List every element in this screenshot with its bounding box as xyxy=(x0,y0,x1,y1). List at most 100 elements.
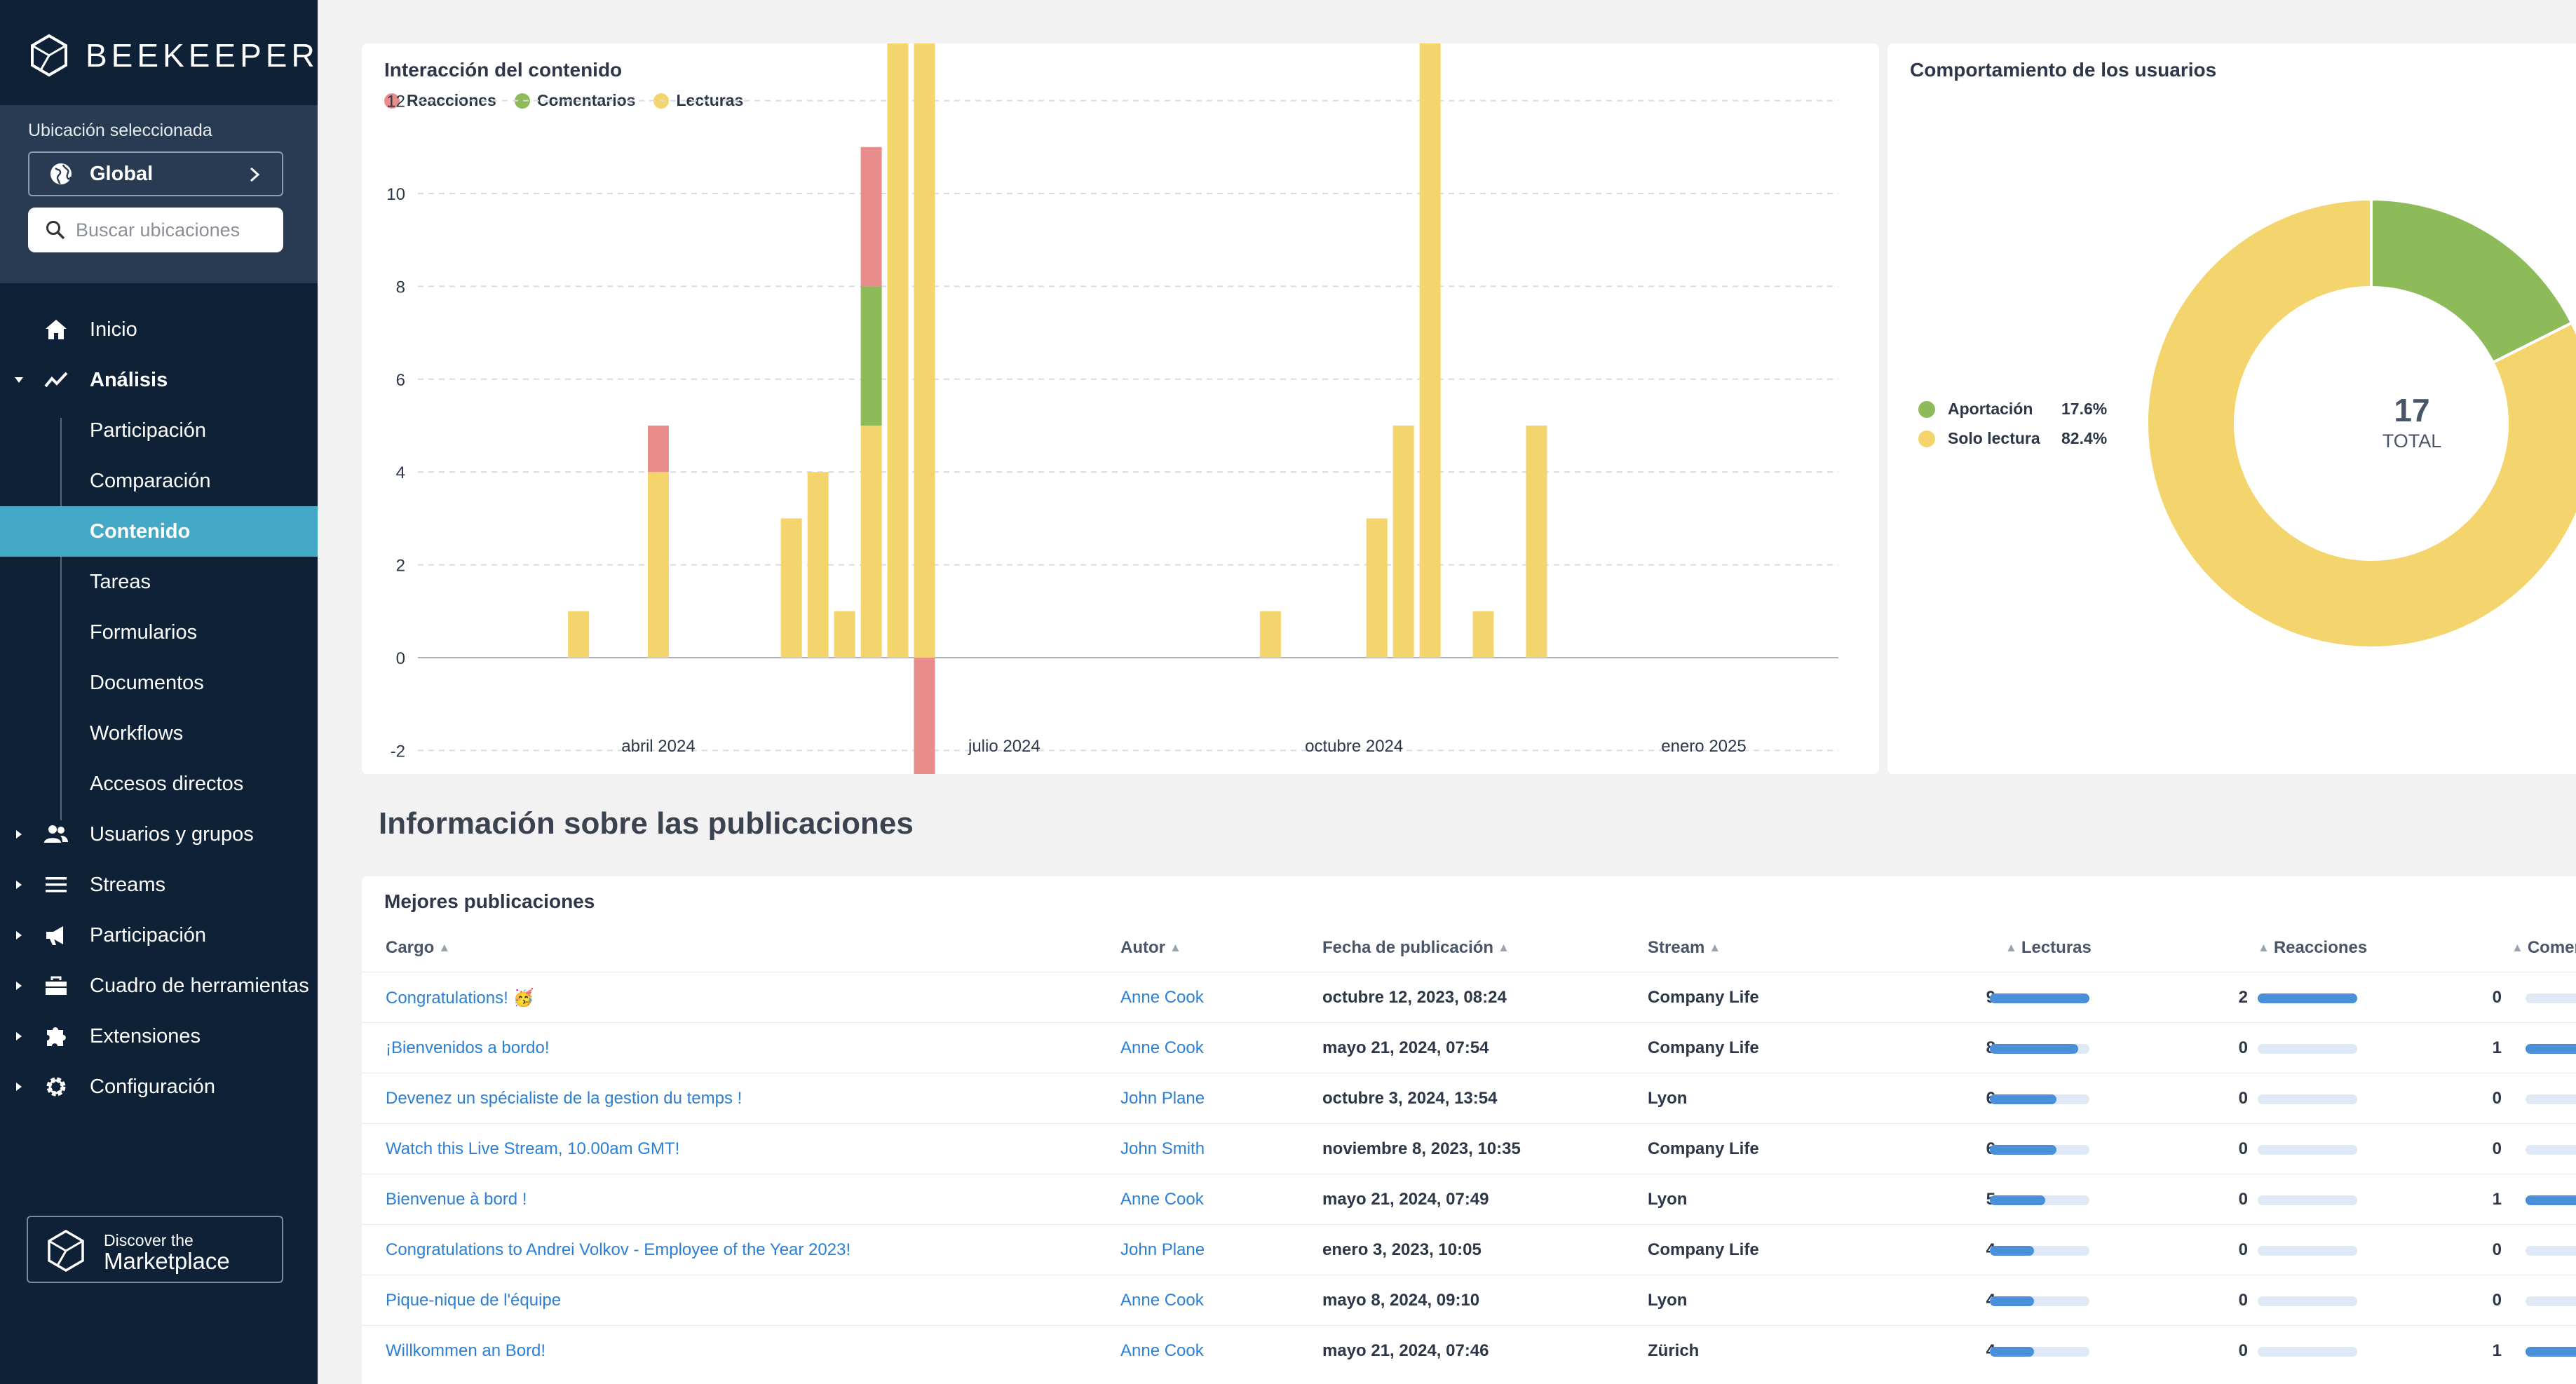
location-panel: Ubicación seleccionada Global xyxy=(0,105,318,283)
post-date: noviembre 8, 2023, 10:35 xyxy=(1322,1139,1521,1158)
nav-label: Workflows xyxy=(90,721,184,745)
location-search[interactable] xyxy=(28,208,283,252)
post-title-link[interactable]: ¡Bienvenidos a bordo! xyxy=(386,1038,550,1057)
column-header-fecha[interactable]: Fecha de publicación ▲ xyxy=(1322,938,1514,958)
interaction-chart-title: Interacción del contenido xyxy=(384,59,623,81)
post-title-link[interactable]: Watch this Live Stream, 10.00am GMT! xyxy=(386,1139,680,1158)
comentarios-bar xyxy=(2526,1044,2576,1054)
author-link[interactable]: John Plane xyxy=(1120,1089,1205,1108)
column-header-comentarios[interactable]: ▲ Comen xyxy=(2507,938,2576,958)
nav-label: Participación xyxy=(90,419,207,442)
post-title-link[interactable]: Bienvenue à bord ! xyxy=(386,1190,527,1209)
x-tick-label: enero 2025 xyxy=(1661,737,1746,756)
nav-item-participacion-sub[interactable]: Participación xyxy=(0,405,318,456)
author-link[interactable]: Anne Cook xyxy=(1120,1291,1204,1310)
column-header-reacciones[interactable]: ▲ Reacciones xyxy=(2253,938,2367,958)
analytics-icon xyxy=(44,372,68,388)
nav-item-participacion[interactable]: Participación xyxy=(0,910,318,961)
nav-item-analisis[interactable]: Análisis xyxy=(0,355,318,405)
author-link[interactable]: Anne Cook xyxy=(1120,1190,1204,1209)
megaphone-icon xyxy=(46,926,63,945)
table-row[interactable]: Pique-nique de l'équipe Anne Cook mayo 8, … xyxy=(362,1275,2576,1325)
user-behavior-title: Comportamiento de los usuarios xyxy=(1910,59,2217,81)
legend-item-lecturas[interactable]: Lecturas xyxy=(653,91,743,110)
column-header-lecturas[interactable]: ▲ Lecturas xyxy=(2001,938,2092,958)
bar-lecturas xyxy=(780,518,802,658)
nav-item-configuracion[interactable]: Configuración xyxy=(0,1061,318,1112)
post-title-link[interactable]: Willkommen an Bord! xyxy=(386,1341,546,1360)
donut-legend-solo-lectura[interactable]: Solo lectura 82.4% xyxy=(1918,429,2107,448)
posts-section-title: Información sobre las publicaciones xyxy=(379,806,914,841)
lecturas-bar-fill xyxy=(1990,1195,2045,1205)
reacciones-bar xyxy=(2258,1145,2357,1155)
bar-lecturas xyxy=(807,472,829,658)
reacciones-value: 2 xyxy=(2238,988,2248,1007)
location-search-input[interactable] xyxy=(76,219,279,241)
post-date: enero 3, 2023, 10:05 xyxy=(1322,1240,1482,1259)
table-row[interactable]: Congratulations to Andrei Volkov - Emplo… xyxy=(362,1224,2576,1275)
post-title-link[interactable]: Pique-nique de l'équipe xyxy=(386,1291,562,1310)
lecturas-bar xyxy=(1990,1296,2089,1306)
legend-swatch xyxy=(1918,430,1935,447)
brand-logo[interactable]: BEEKEEPER xyxy=(27,31,319,80)
post-title-link[interactable]: Congratulations to Andrei Volkov - Emplo… xyxy=(386,1240,851,1259)
nav-label: Accesos directos xyxy=(90,772,244,795)
nav-item-streams[interactable]: Streams xyxy=(0,860,318,910)
legend-percent: 82.4% xyxy=(2061,429,2108,447)
reacciones-value: 0 xyxy=(2238,1139,2248,1158)
nav-item-accesos-directos[interactable]: Accesos directos xyxy=(0,759,318,809)
legend-label: Lecturas xyxy=(676,91,744,109)
marketplace-button[interactable]: Discover the Marketplace xyxy=(27,1216,283,1283)
nav-item-workflows[interactable]: Workflows xyxy=(0,708,318,759)
reacciones-bar xyxy=(2258,1044,2357,1054)
marketplace-logo-icon xyxy=(48,1229,84,1273)
post-title-link[interactable]: Devenez un spécialiste de la gestion du … xyxy=(386,1089,743,1108)
puzzle-icon xyxy=(47,1027,66,1046)
table-row[interactable]: Devenez un spécialiste de la gestion du … xyxy=(362,1073,2576,1123)
bar-reacciones xyxy=(860,147,882,287)
reacciones-bar xyxy=(2258,1195,2357,1205)
nav-item-inicio[interactable]: Inicio xyxy=(0,304,318,355)
nav-item-formularios[interactable]: Formularios xyxy=(0,607,318,658)
author-link[interactable]: Anne Cook xyxy=(1120,1038,1204,1057)
column-header-autor[interactable]: Autor ▲ xyxy=(1120,938,1186,958)
donut-legend-aportacion[interactable]: Aportación 17.6% xyxy=(1918,400,2107,419)
column-header-cargo[interactable]: Cargo ▲ xyxy=(386,938,454,958)
comentarios-bar xyxy=(2526,1347,2576,1357)
nav-item-extensiones[interactable]: Extensiones xyxy=(0,1011,318,1061)
table-row[interactable]: Willkommen an Bord! Anne Cook mayo 21, 202… xyxy=(362,1325,2576,1376)
nav-item-comparacion[interactable]: Comparación xyxy=(0,456,318,506)
brand-name: BEEKEEPER xyxy=(86,37,319,74)
reacciones-value: 0 xyxy=(2238,1089,2248,1108)
legend-label: Solo lectura xyxy=(1948,429,2040,447)
nav-item-cuadro-herramientas[interactable]: Cuadro de herramientas xyxy=(0,961,318,1011)
nav-label: Streams xyxy=(90,873,165,896)
nav-item-tareas[interactable]: Tareas xyxy=(0,557,318,607)
location-selector[interactable]: Global xyxy=(28,151,283,196)
submenu-guide-line xyxy=(60,418,62,820)
comentarios-bar-fill xyxy=(2526,1044,2576,1054)
post-date: mayo 8, 2024, 09:10 xyxy=(1322,1291,1480,1310)
search-icon xyxy=(46,221,65,240)
table-row[interactable]: Watch this Live Stream, 10.00am GMT! John… xyxy=(362,1123,2576,1174)
nav-item-usuarios-grupos[interactable]: Usuarios y grupos xyxy=(0,809,318,860)
author-link[interactable]: John Plane xyxy=(1120,1240,1205,1259)
column-header-label: Comen xyxy=(2527,938,2576,957)
bar-lecturas xyxy=(1526,426,1547,658)
table-row[interactable]: ¡Bienvenidos a bordo! Anne Cook mayo 21, 2… xyxy=(362,1022,2576,1073)
post-title-link[interactable]: Congratulations! 🥳 xyxy=(386,989,534,1008)
user-behavior-card: Comportamiento de los usuarios Aportació… xyxy=(1887,43,2576,774)
table-row[interactable]: Congratulations! 🥳 Anne Cook octubre 12, 2… xyxy=(362,972,2576,1022)
author-link[interactable]: John Smith xyxy=(1120,1139,1205,1158)
nav-item-documentos[interactable]: Documentos xyxy=(0,658,318,708)
y-tick-label: 6 xyxy=(396,371,405,390)
author-link[interactable]: Anne Cook xyxy=(1120,988,1204,1007)
lecturas-bar-fill xyxy=(1990,1347,2035,1357)
nav-label: Usuarios y grupos xyxy=(90,822,254,846)
nav-item-contenido[interactable]: Contenido xyxy=(0,506,318,557)
column-header-stream[interactable]: Stream ▲ xyxy=(1648,938,1725,958)
table-row[interactable]: Bienvenue à bord ! Anne Cook mayo 21, 2024… xyxy=(362,1174,2576,1224)
y-tick-label: 2 xyxy=(396,557,405,576)
author-link[interactable]: Anne Cook xyxy=(1120,1341,1204,1360)
post-date: octubre 3, 2024, 13:54 xyxy=(1322,1089,1498,1108)
